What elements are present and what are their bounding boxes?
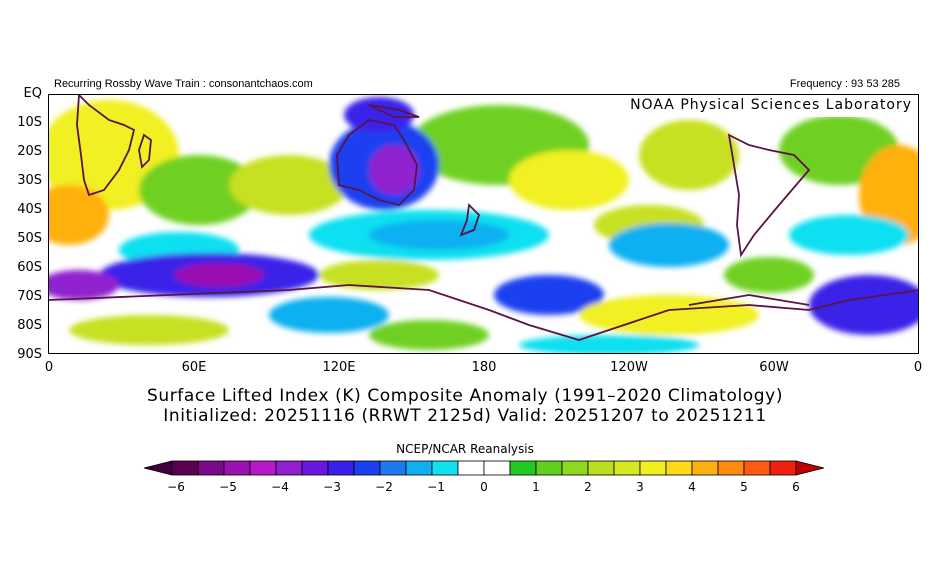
colorbar-swatch [483,460,511,476]
data-source-label: NCEP/NCAR Reanalysis [396,442,534,456]
lat-label-70s: 70S [17,289,42,304]
colorbar-swatch [509,460,537,476]
colorbar-max-arrow [795,460,825,476]
colorbar-label-m1: −1 [427,480,445,494]
lat-label-20s: 20S [17,144,42,159]
field-purple-west [49,270,119,300]
colorbar-swatch [665,460,693,476]
colorbar-label-3: 3 [636,480,644,494]
noaa-watermark: NOAA Physical Sciences Laboratory [577,95,918,117]
colorbar-label-5: 5 [740,480,748,494]
field-green-80s2 [369,320,489,350]
coast-africa [76,95,136,197]
colorbar-swatch [405,460,433,476]
lon-label-120w: 120W [610,360,648,375]
colorbar-swatch [769,460,797,476]
lat-label-10s: 10S [17,115,42,130]
field-yellow-pacific [509,150,629,210]
colorbar-label-0: 0 [480,480,488,494]
lon-label-60w: 60W [759,360,789,375]
field-green-indian [139,155,259,225]
field-orange-atlantic [49,185,109,245]
coast-antarctica [49,284,918,341]
colorbar-label-m4: −4 [271,480,289,494]
map-title-line2: Initialized: 20251116 (RRWT 2125d) Valid… [163,406,767,426]
lon-label-120e: 120E [322,360,356,375]
field-blue-80s [269,297,389,333]
lon-label-0: 0 [44,360,54,375]
colorbar-label-m6: −6 [167,480,185,494]
colorbar-swatch [431,460,459,476]
lon-label-180: 180 [471,360,497,375]
lat-label-eq: EQ [23,86,42,101]
lat-label-80s: 80S [17,318,42,333]
colorbar-label-1: 1 [532,480,540,494]
colorbar-swatch [613,460,641,476]
lat-label-30s: 30S [17,173,42,188]
field-blue-south2 [609,223,729,267]
colorbar-swatch [197,460,225,476]
colorbar-label-4: 4 [688,480,696,494]
field-blue-70s [494,275,604,315]
colorbar-label-m3: −3 [323,480,341,494]
map-title-line1: Surface Lifted Index (K) Composite Anoma… [146,386,784,406]
field-yellow-epac [639,120,739,190]
lat-label-60s: 60S [17,260,42,275]
lon-label-0-end: 0 [913,360,923,375]
field-cyan-se [789,215,909,255]
anomaly-map [48,94,919,354]
colorbar-swatch [327,460,355,476]
colorbar-swatch [379,460,407,476]
coast-madagascar [138,133,152,169]
field-yellow-indian [229,155,349,215]
field-purple-australia [369,145,419,195]
colorbar-label-m2: −2 [375,480,393,494]
colorbar-swatch [743,460,771,476]
field-blue-south [369,220,509,250]
colorbar-swatch [249,460,277,476]
coast-newguinea [368,104,420,118]
anomaly-fields [49,97,918,353]
colorbar-swatch [691,460,719,476]
colorbar-swatch [353,460,381,476]
field-yellow-60s [319,260,439,290]
field-orange-70s [579,295,759,335]
field-purple-east [809,275,918,335]
field-cyan-90s [519,335,699,353]
colorbar-swatch [639,460,667,476]
header-left-text: Recurring Rossby Wave Train : consonantc… [54,78,313,90]
colorbar-swatch [535,460,563,476]
colorbar-swatch [275,460,303,476]
colorbar-label-2: 2 [584,480,592,494]
field-indigo-maritime [344,97,414,133]
colorbar-swatch [457,460,485,476]
coastlines [49,95,918,341]
header-right-text: Frequency : 93 53 285 [789,78,900,90]
colorbar-swatches [143,460,825,476]
lat-label-90s: 90S [17,347,42,362]
coast-nz [459,203,481,237]
coast-antarctic-peninsula [688,294,810,306]
colorbar-swatch [171,460,199,476]
field-green-60w [724,257,814,293]
lon-label-60e: 60E [181,360,207,375]
lat-label-40s: 40S [17,202,42,217]
coast-samerica [727,133,811,258]
colorbar-swatch [587,460,615,476]
lat-label-50s: 50S [17,231,42,246]
anomaly-map-svg [49,95,918,353]
colorbar [143,460,825,476]
colorbar-swatch [561,460,589,476]
colorbar-min-arrow [143,460,173,476]
field-green-80s [69,315,229,345]
coast-australia [336,119,418,206]
colorbar-label-m5: −5 [219,480,237,494]
colorbar-swatch [223,460,251,476]
colorbar-label-6: 6 [792,480,800,494]
field-magenta-60s [174,263,264,287]
colorbar-swatch [717,460,745,476]
colorbar-swatch [301,460,329,476]
